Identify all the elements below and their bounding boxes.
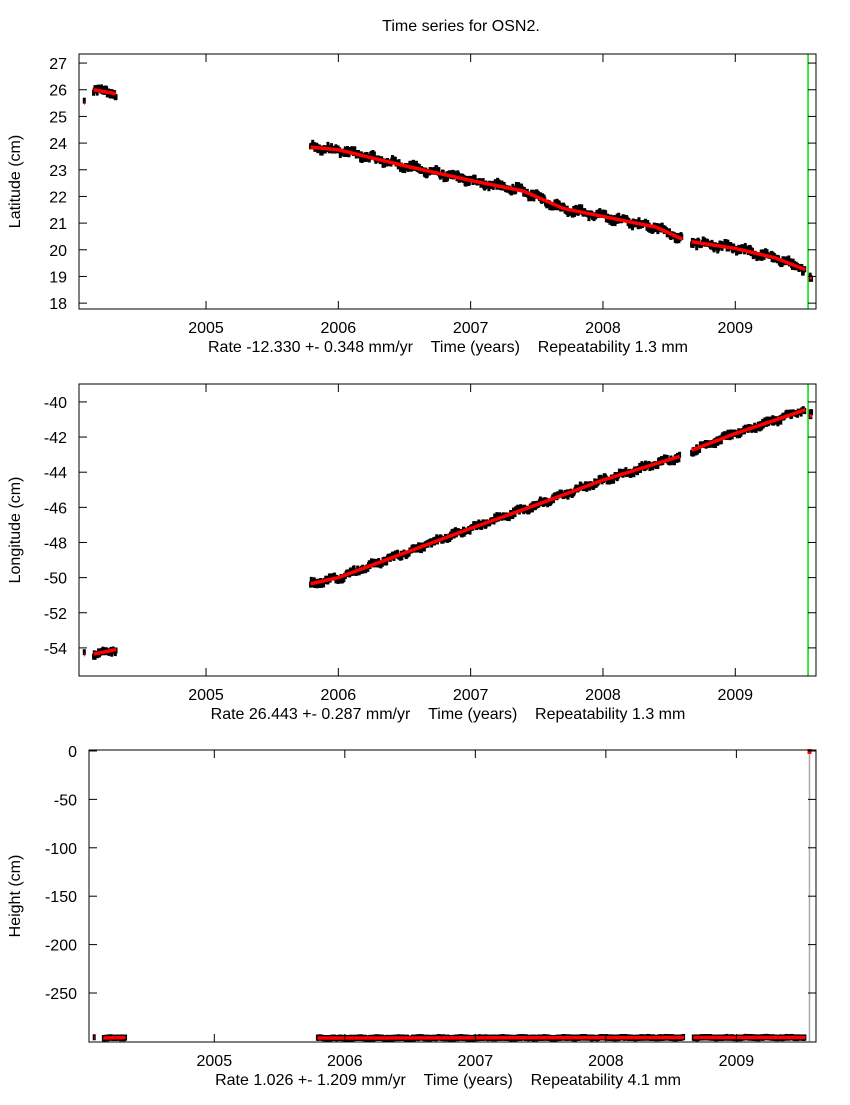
y-tick-label: 18 [49,296,67,313]
y-tick-label: 27 [49,56,67,73]
x-axis-label: Time (years) [413,339,520,356]
x-axis-caption: Rate 26.443 +- 0.287 mm/yr Time (years) … [211,706,686,723]
x-tick-label: 2006 [321,320,357,337]
x-tick-label: 2006 [321,687,357,704]
x-tick-label: 2005 [188,320,224,337]
y-tick-label: -100 [45,841,77,858]
x-tick-label: 2009 [717,687,753,704]
y-tick-label: 21 [49,216,67,233]
x-tick-label: 2007 [458,1053,494,1070]
model-fit-line [692,410,806,450]
y-axis-label: Height (cm) [7,855,24,938]
repeatability-text-value: Repeatability 4.1 mm [531,1072,681,1089]
x-tick-label: 2008 [588,1053,624,1070]
y-tick-label: -42 [44,430,67,447]
y-tick-label: 23 [49,163,67,180]
repeatability-text: Repeatability 1.3 mm [520,339,688,356]
x-tick-label: 2008 [585,320,621,337]
x-tick-label: 2007 [453,687,489,704]
y-tick-label: -48 [44,535,67,552]
repeatability-text: Repeatability 4.1 mm [513,1072,681,1089]
figure-title: Time series for OSN2. [382,18,540,35]
plot-frame [79,384,816,676]
x-axis-label: Time (years) [410,706,517,723]
rate-text: Rate 26.443 +- 0.287 mm/yr [211,706,411,723]
rate-text-value: Rate 26.443 +- 0.287 mm/yr [211,706,411,723]
y-tick-label: -200 [45,938,77,955]
x-axis-label-value: Time (years) [424,1072,513,1089]
x-tick-label: 2005 [197,1053,233,1070]
y-tick-label: -250 [45,986,77,1003]
x-tick-label: 2006 [327,1053,363,1070]
y-tick-label: -40 [44,395,67,412]
y-tick-label: 22 [49,189,67,206]
x-axis-caption: Rate -12.330 +- 0.348 mm/yr Time (years)… [208,339,688,356]
y-tick-label: -50 [54,792,77,809]
panel-longitude: 2005 2006 2007 2008 2009 -54 -52 -50 -48 -46 -44 -4… [7,384,816,723]
panel-latitude: 2005 2006 2007 2008 2009 18 19 20 21 22 23 24 25 26 27… [7,54,816,356]
y-axis-label: Longitude (cm) [7,477,24,584]
plot-frame [89,750,816,1042]
y-tick-label: -52 [44,606,67,623]
y-tick-label: -150 [45,889,77,906]
data-points [83,84,813,281]
x-tick-label: 2005 [188,687,224,704]
rate-text: Rate -12.330 +- 0.348 mm/yr [208,339,414,356]
repeatability-text-value: Repeatability 1.3 mm [538,339,688,356]
repeatability-text-value: Repeatability 1.3 mm [535,706,685,723]
y-tick-label: -46 [44,500,67,517]
y-tick-label: 0 [68,744,77,761]
panel-height: 2005 2006 2007 2008 2009 -250 -200 -150 -100 -50 0… [7,744,816,1089]
rate-text: Rate 1.026 +- 1.209 mm/yr [215,1072,406,1089]
x-tick-label: 2009 [717,320,753,337]
rate-text-value: Rate -12.330 +- 0.348 mm/yr [208,339,414,356]
y-tick-label: -44 [44,465,67,482]
x-axis-caption: Rate 1.026 +- 1.209 mm/yr Time (years) R… [215,1072,681,1089]
x-tick-label: 2007 [453,320,489,337]
x-tick-label: 2008 [585,687,621,704]
y-tick-label: 24 [49,136,67,153]
rate-text-value: Rate 1.026 +- 1.209 mm/yr [215,1072,406,1089]
x-tick-label: 2009 [719,1053,755,1070]
y-tick-label: -54 [44,641,67,658]
y-tick-label: 25 [49,109,67,126]
y-tick-label: 26 [49,83,67,100]
x-axis-label-value: Time (years) [428,706,517,723]
y-tick-label: 19 [49,269,67,286]
x-axis-label: Time (years) [406,1072,513,1089]
x-axis-label-value: Time (years) [431,339,520,356]
y-tick-label: -50 [44,571,67,588]
y-axis-label: Latitude (cm) [7,135,24,228]
y-tick-label: 20 [49,243,67,260]
data-point [695,244,698,250]
repeatability-text: Repeatability 1.3 mm [517,706,685,723]
